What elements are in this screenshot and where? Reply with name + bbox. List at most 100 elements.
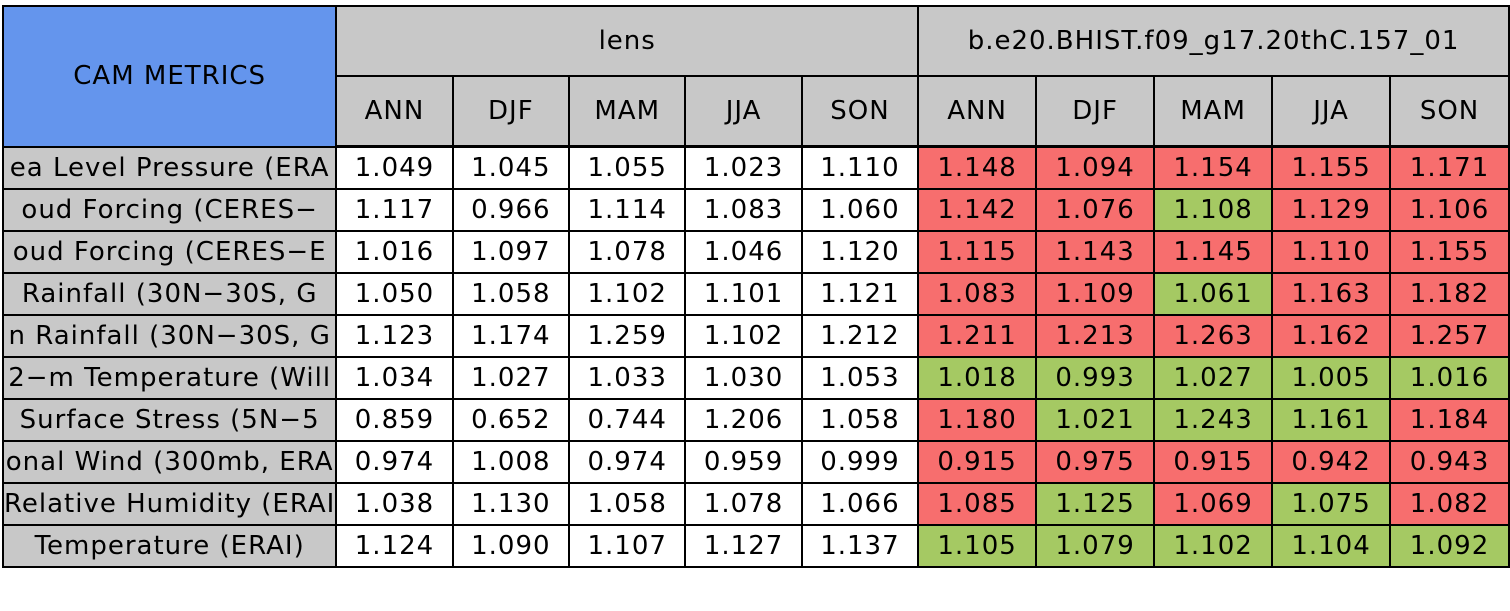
lens-value-cell: 1.121	[800, 272, 920, 316]
season-header-case-mam: MAM	[1153, 75, 1274, 148]
case-value-cell: 1.148	[917, 145, 1038, 190]
lens-value-cell: 1.078	[568, 230, 687, 274]
case-value-cell: 1.082	[1389, 482, 1510, 526]
lens-value-cell: 0.652	[451, 398, 571, 442]
metric-row-label: ea Level Pressure (ERA	[1, 145, 338, 190]
lens-value-cell: 1.027	[451, 356, 571, 400]
lens-value-cell: 0.974	[335, 440, 454, 484]
lens-value-cell: 1.137	[800, 524, 920, 568]
lens-value-cell: 1.058	[800, 398, 920, 442]
lens-value-cell: 1.130	[451, 482, 571, 526]
lens-value-cell: 0.999	[800, 440, 920, 484]
metric-row-label: Relative Humidity (ERAI	[1, 482, 338, 526]
case-value-cell: 1.079	[1035, 524, 1156, 568]
season-header-lens-jja: JJA	[684, 75, 803, 148]
lens-value-cell: 1.107	[568, 524, 687, 568]
case-value-cell: 1.076	[1035, 188, 1156, 232]
group-header-row: CAM METRICS lens b.e20.BHIST.f09_g17.20t…	[1, 5, 1510, 148]
lens-value-cell: 1.066	[800, 482, 920, 526]
case-value-cell: 1.083	[917, 272, 1038, 316]
lens-value-cell: 1.053	[800, 356, 920, 400]
metric-row-label: 2−m Temperature (Will	[1, 356, 338, 400]
season-header-lens-son: SON	[800, 75, 920, 148]
metric-row-label: Surface Stress (5N−5	[1, 398, 338, 442]
case-value-cell: 0.915	[917, 440, 1038, 484]
lens-value-cell: 1.038	[335, 482, 454, 526]
case-value-cell: 1.018	[917, 356, 1038, 400]
metric-row: Rainfall (30N−30S, G 1.050 1.058 1.102 1.101…	[1, 272, 1510, 316]
lens-value-cell: 1.023	[684, 145, 803, 190]
case-value-cell: 1.109	[1035, 272, 1156, 316]
season-header-row: ANN DJF MAM JJA SON ANN DJF MAM JJA SON	[3, 75, 1510, 148]
case-value-cell: 1.092	[1389, 524, 1510, 568]
case-value-cell: 1.263	[1153, 314, 1274, 358]
lens-value-cell: 1.058	[568, 482, 687, 526]
lens-value-cell: 1.058	[451, 272, 571, 316]
lens-value-cell: 0.966	[451, 188, 571, 232]
case-value-cell: 0.942	[1271, 440, 1392, 484]
case-value-cell: 1.257	[1389, 314, 1510, 358]
lens-value-cell: 1.033	[568, 356, 687, 400]
metric-row-label: oud Forcing (CERES−	[1, 188, 338, 232]
case-value-cell: 1.243	[1153, 398, 1274, 442]
metric-row: n Rainfall (30N−30S, G 1.123 1.174 1.259 1.1…	[1, 314, 1510, 358]
metric-row-label: n Rainfall (30N−30S, G	[1, 314, 338, 358]
lens-value-cell: 1.120	[800, 230, 920, 274]
case-value-cell: 1.061	[1153, 272, 1274, 316]
case-value-cell: 1.108	[1153, 188, 1274, 232]
metric-row: oud Forcing (CERES−E 1.016 1.097 1.078 1.046…	[1, 230, 1510, 274]
case-value-cell: 1.027	[1153, 356, 1274, 400]
lens-value-cell: 1.101	[684, 272, 803, 316]
case-value-cell: 1.106	[1389, 188, 1510, 232]
case-value-cell: 1.211	[917, 314, 1038, 358]
case-value-cell: 0.975	[1035, 440, 1156, 484]
case-value-cell: 0.993	[1035, 356, 1156, 400]
lens-value-cell: 1.206	[684, 398, 803, 442]
season-header-case-jja: JJA	[1271, 75, 1392, 148]
case-value-cell: 1.105	[917, 524, 1038, 568]
lens-value-cell: 1.078	[684, 482, 803, 526]
season-header-case-ann: ANN	[917, 75, 1038, 148]
lens-value-cell: 1.259	[568, 314, 687, 358]
lens-value-cell: 1.102	[568, 272, 687, 316]
metric-row: oud Forcing (CERES− 1.117 0.966 1.114 1.083 1…	[1, 188, 1510, 232]
lens-value-cell: 1.083	[684, 188, 803, 232]
case-value-cell: 1.085	[917, 482, 1038, 526]
lens-value-cell: 1.016	[335, 230, 454, 274]
season-header-case-djf: DJF	[1035, 75, 1156, 148]
case-value-cell: 1.161	[1271, 398, 1392, 442]
metric-row: Temperature (ERAI) 1.124 1.090 1.107 1.127 1.…	[1, 524, 1510, 568]
metric-row: Relative Humidity (ERAI 1.038 1.130 1.058 1.…	[1, 482, 1510, 526]
case-value-cell: 1.155	[1389, 230, 1510, 274]
case-value-cell: 1.162	[1271, 314, 1392, 358]
lens-value-cell: 0.959	[684, 440, 803, 484]
metric-row: 2−m Temperature (Will 1.034 1.027 1.033 1.03…	[1, 356, 1510, 400]
lens-value-cell: 0.974	[568, 440, 687, 484]
lens-value-cell: 1.110	[800, 145, 920, 190]
case-value-cell: 1.145	[1153, 230, 1274, 274]
lens-value-cell: 1.008	[451, 440, 571, 484]
lens-value-cell: 1.034	[335, 356, 454, 400]
case-value-cell: 1.075	[1271, 482, 1392, 526]
metric-row-label: Temperature (ERAI)	[1, 524, 338, 568]
lens-value-cell: 1.102	[684, 314, 803, 358]
case-value-cell: 1.143	[1035, 230, 1156, 274]
case-value-cell: 0.915	[1153, 440, 1274, 484]
season-header-lens-djf: DJF	[451, 75, 571, 148]
case-value-cell: 1.182	[1389, 272, 1510, 316]
season-header-lens-ann: ANN	[335, 75, 454, 148]
table-title: CAM METRICS	[1, 5, 338, 148]
lens-value-cell: 1.045	[451, 145, 571, 190]
cam-metrics-table: CAM METRICS lens b.e20.BHIST.f09_g17.20t…	[1, 5, 1510, 568]
lens-value-cell: 1.050	[335, 272, 454, 316]
metric-row-label: onal Wind (300mb, ERA	[1, 440, 338, 484]
case-value-cell: 1.104	[1271, 524, 1392, 568]
lens-value-cell: 1.124	[335, 524, 454, 568]
case-value-cell: 1.154	[1153, 145, 1274, 190]
case-value-cell: 1.021	[1035, 398, 1156, 442]
lens-value-cell: 1.127	[684, 524, 803, 568]
lens-value-cell: 0.859	[335, 398, 454, 442]
lens-value-cell: 1.117	[335, 188, 454, 232]
lens-value-cell: 1.123	[335, 314, 454, 358]
